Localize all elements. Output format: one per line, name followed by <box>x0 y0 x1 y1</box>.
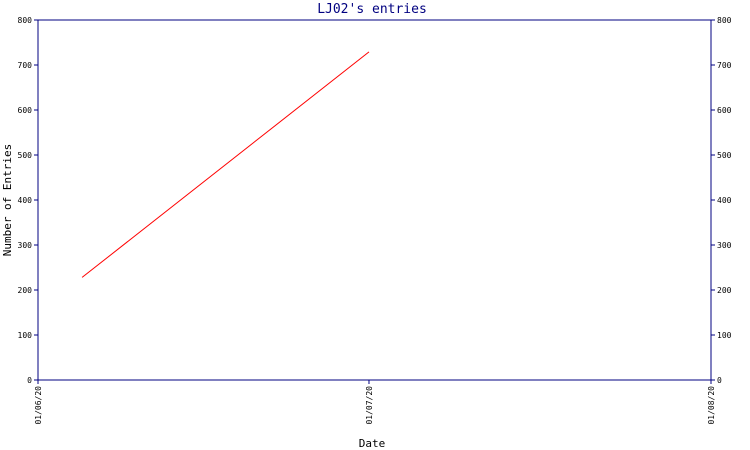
y-tick-label: 0 <box>27 376 32 385</box>
series-line <box>81 51 370 278</box>
y-tick-label-right: 100 <box>717 331 732 340</box>
y-tick-label: 800 <box>18 16 33 25</box>
y-axis-right: 0 100 200 300 400 500 600 700 800 <box>711 16 732 385</box>
y-tick-label-right: 200 <box>717 286 732 295</box>
y-tick-label: 200 <box>18 286 33 295</box>
y-tick-label: 600 <box>18 106 33 115</box>
y-tick-label-right: 500 <box>717 151 732 160</box>
x-axis-label: Date <box>359 437 386 450</box>
x-tick-label: 01/06/20 <box>34 386 43 425</box>
y-tick-label: 400 <box>18 196 33 205</box>
y-tick-label-right: 700 <box>717 61 732 70</box>
y-tick-label-right: 0 <box>717 376 722 385</box>
y-axis-left: 0 100 200 300 400 500 600 700 800 <box>18 16 38 385</box>
y-tick-label-right: 800 <box>717 16 732 25</box>
y-tick-label: 700 <box>18 61 33 70</box>
y-axis-label: Number of Entries <box>1 144 14 257</box>
y-tick-label-right: 400 <box>717 196 732 205</box>
y-tick-label: 100 <box>18 331 33 340</box>
series-layer <box>81 51 370 278</box>
y-tick-label: 300 <box>18 241 33 250</box>
x-tick-label: 01/08/20 <box>707 386 716 425</box>
chart-title: LJ02's entries <box>317 2 427 17</box>
x-tick-label: 01/07/20 <box>365 386 374 425</box>
x-axis: 01/06/20 01/07/20 01/08/20 <box>34 380 716 425</box>
y-tick-label-right: 300 <box>717 241 732 250</box>
y-tick-label: 500 <box>18 151 33 160</box>
y-tick-label-right: 600 <box>717 106 732 115</box>
